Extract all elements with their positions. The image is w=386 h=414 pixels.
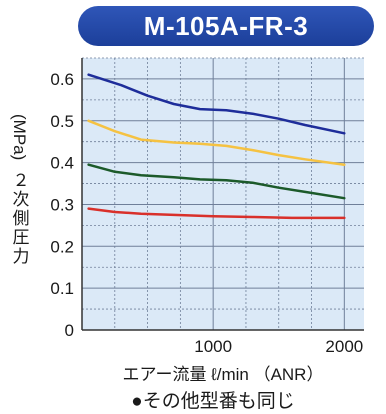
x-tick-label: 2000 [325,337,363,356]
y-tick-label: 0.2 [50,237,74,256]
y-axis-unit: (MPa) [10,114,29,161]
series-line-3 [87,163,346,200]
y-tick-label: 0 [65,321,74,340]
y-tick-label: 0.1 [50,279,74,298]
series-line-4 [87,207,346,220]
chart-title: M-105A-FR-3 [78,6,374,46]
series-line-2 [87,119,346,166]
y-tick-label: 0.3 [50,195,74,214]
y-tick-label: 0.4 [50,154,74,173]
y-tick-label: 0.5 [50,112,74,131]
y-tick-label: 0.6 [50,70,74,89]
series-line-1 [87,73,346,135]
x-axis-label: エアー流量 ℓ/min （ANR） [122,365,324,384]
footnote: ●その他型番も同じ [131,391,295,412]
x-tick-label: 1000 [194,337,232,356]
y-axis-title: ２次側圧力 [9,170,29,266]
y-axis-label: (MPa) ２次側圧力 [4,70,34,310]
